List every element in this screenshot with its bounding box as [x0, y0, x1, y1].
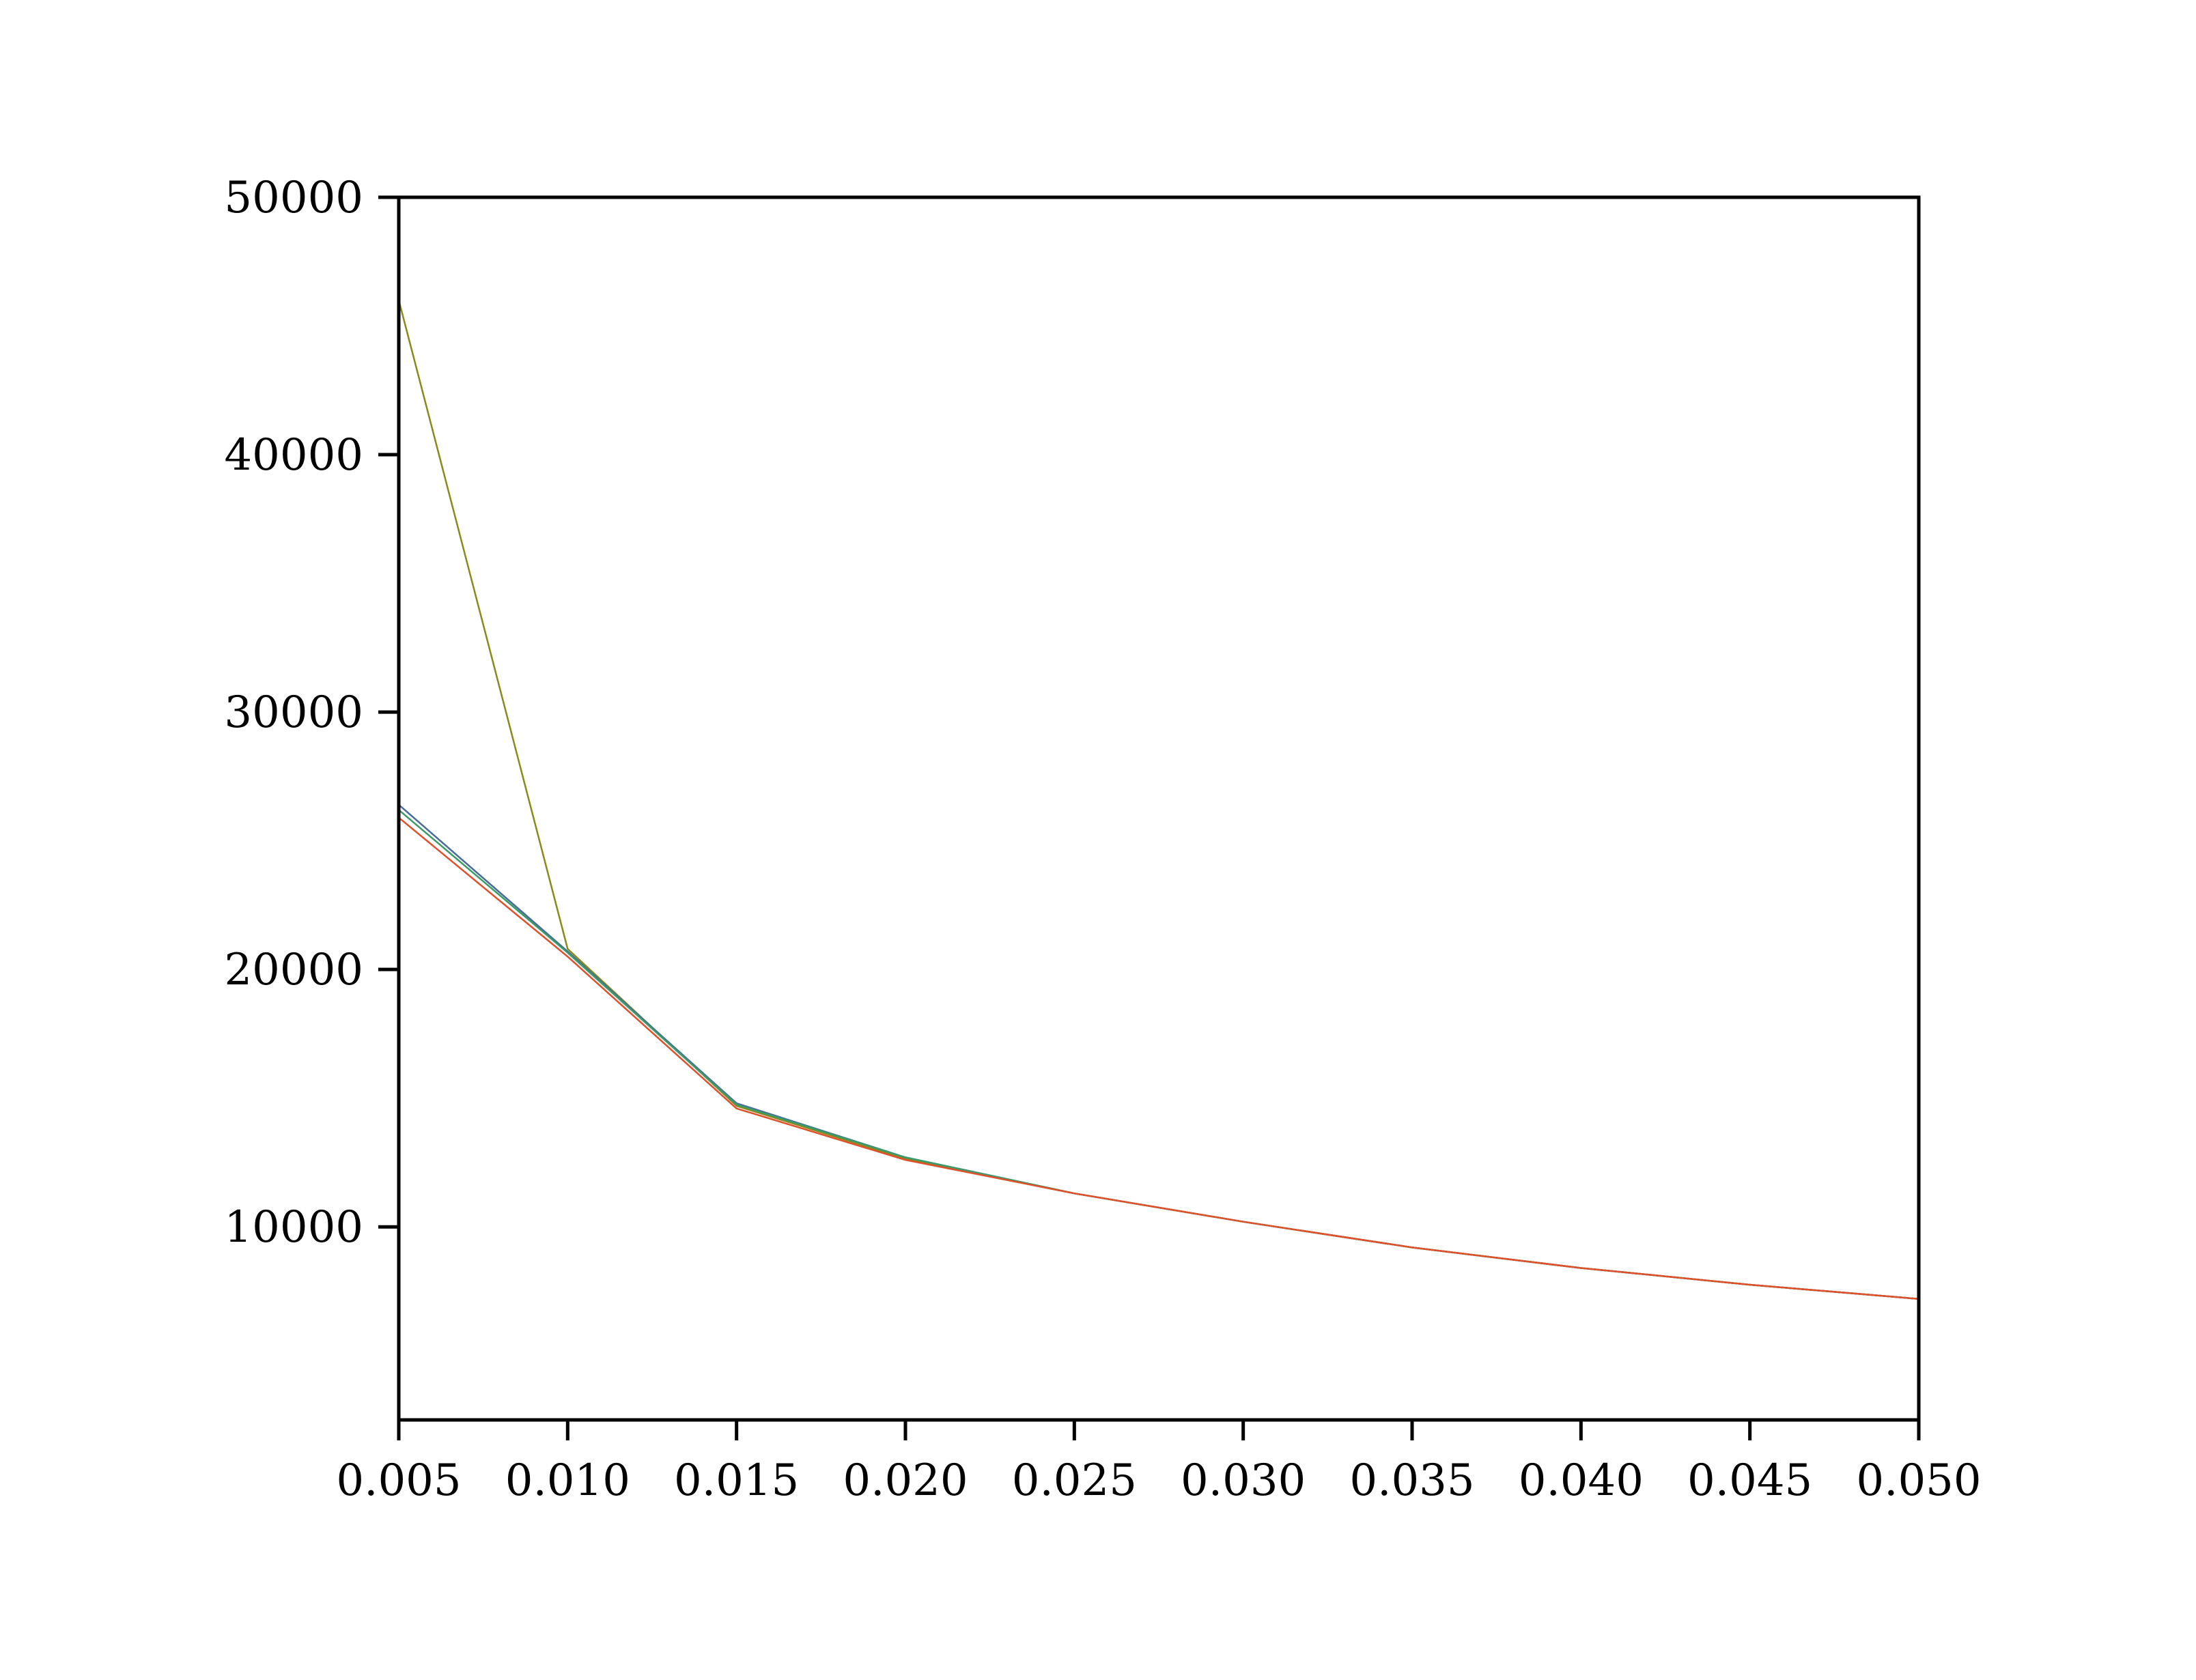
x-tick-label: 0.045	[1687, 1455, 1812, 1506]
series-line-3	[397, 809, 1920, 1300]
x-axis-ticks: 0.005 0.010 0.015 0.020 0.025 0.030 0.035 0.040…	[336, 1420, 1982, 1506]
x-tick-label: 0.040	[1519, 1455, 1644, 1506]
y-tick-label: 30000	[224, 687, 363, 738]
y-axis-ticks: 10000 20000 30000 40000 50000	[224, 173, 399, 1253]
x-tick-label: 0.025	[1012, 1455, 1137, 1506]
x-tick-label: 0.010	[505, 1455, 630, 1506]
y-tick-label: 10000	[224, 1202, 363, 1253]
series-line-2	[397, 803, 1920, 1300]
series-layer	[397, 299, 1920, 1300]
x-tick-label: 0.020	[843, 1455, 968, 1506]
plot-frame	[397, 195, 1921, 1422]
x-tick-label: 0.005	[336, 1455, 461, 1506]
series-line-4	[397, 816, 1920, 1300]
y-tick-label: 40000	[224, 430, 363, 481]
x-tick-label: 0.030	[1181, 1455, 1306, 1506]
x-tick-label: 0.015	[674, 1455, 799, 1506]
axes-layer	[397, 195, 1921, 1422]
series-line-1	[397, 299, 1920, 1300]
y-tick-label: 20000	[224, 945, 363, 995]
x-tick-label: 0.050	[1856, 1455, 1981, 1506]
y-tick-label: 50000	[224, 173, 363, 223]
x-tick-label: 0.035	[1349, 1455, 1474, 1506]
